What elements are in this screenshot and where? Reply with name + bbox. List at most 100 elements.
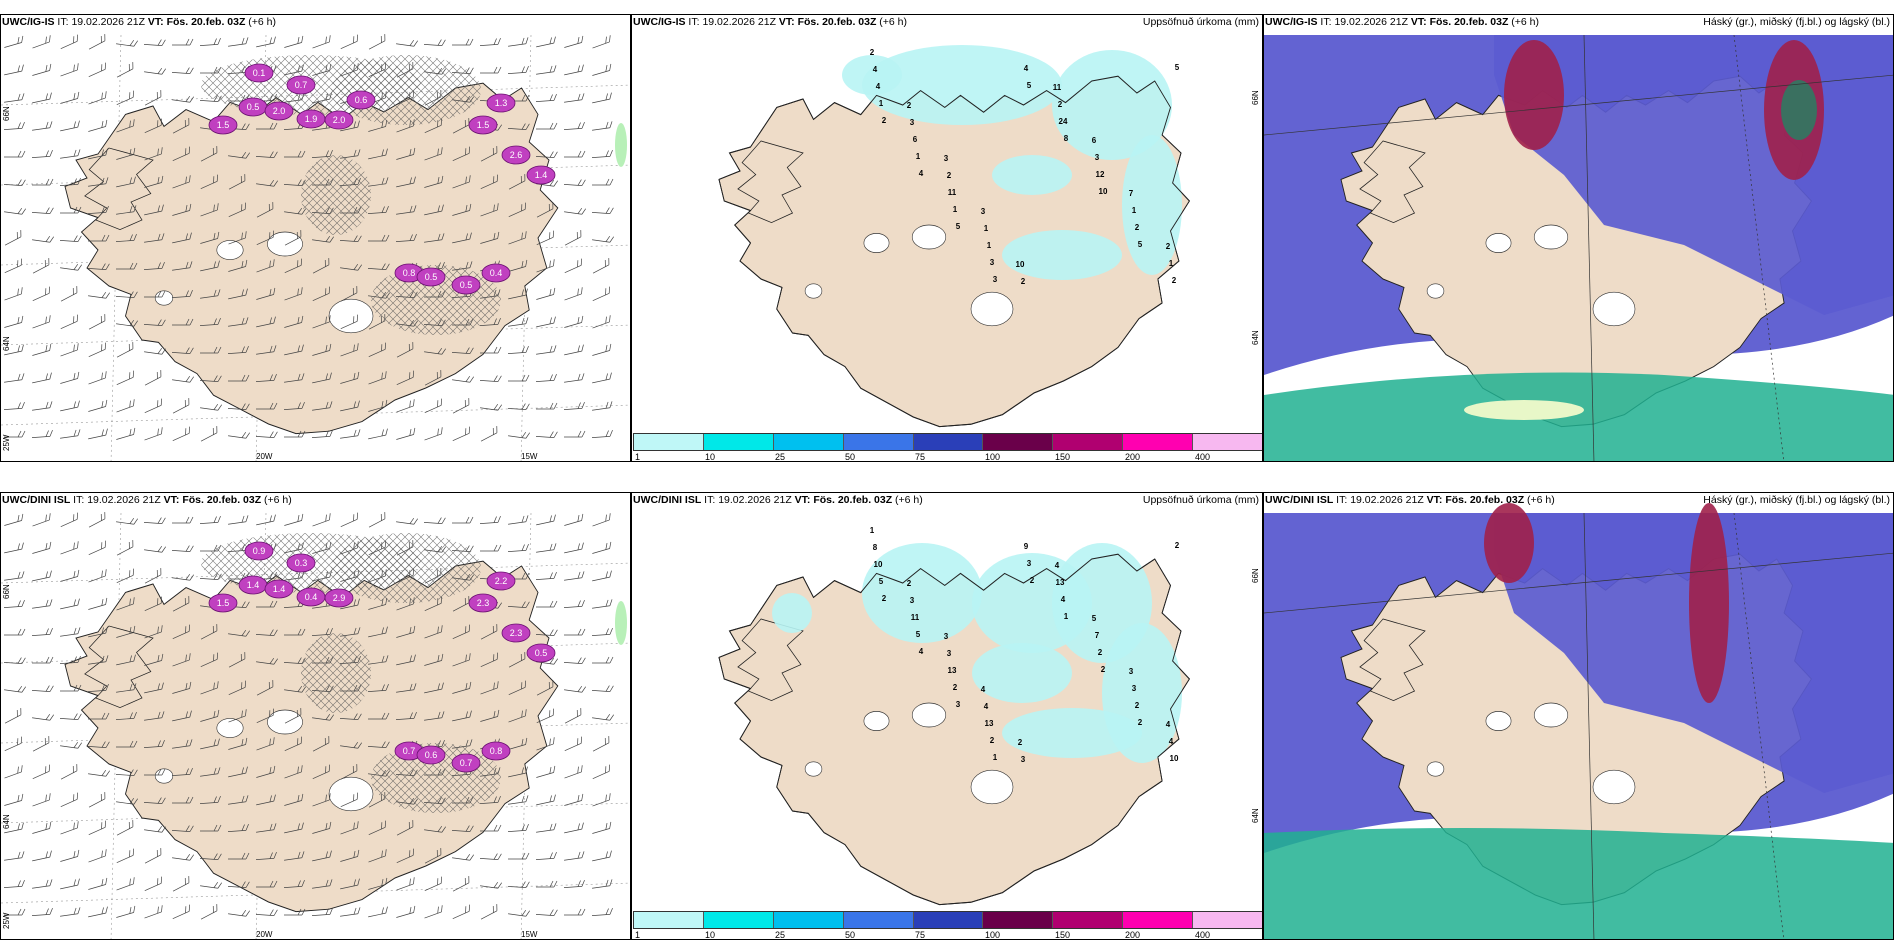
wind-barb-icon xyxy=(508,766,528,778)
barb-shaft xyxy=(88,406,106,412)
barb-shaft xyxy=(452,716,470,722)
barb-feather xyxy=(605,514,607,522)
wind-barb-icon xyxy=(255,431,278,438)
barb-shaft xyxy=(116,434,134,440)
barb-shaft xyxy=(283,128,303,130)
barb-feather xyxy=(581,122,585,129)
wind-barb-icon xyxy=(228,909,251,917)
barb-feather xyxy=(160,118,162,126)
wind-barb-icon xyxy=(88,906,108,918)
barb-feather xyxy=(609,401,613,408)
barb-shaft xyxy=(32,548,50,554)
barb-shaft xyxy=(88,40,106,50)
barb-feather xyxy=(356,34,358,42)
barb-shaft xyxy=(284,743,302,751)
wind-map-dini[interactable]: 0.91.4 1.40.30.4 2.92.22.32.30.50.7 0.60.70… xyxy=(1,493,631,940)
colorbar-swatch xyxy=(913,912,984,928)
precip-value-label: 1.4 xyxy=(273,584,286,594)
barb-shaft xyxy=(144,660,162,666)
wind-barb-icon xyxy=(424,825,447,833)
barb-feather xyxy=(413,234,417,241)
barb-feather xyxy=(324,737,326,745)
barb-shaft xyxy=(368,434,386,440)
precip-value-label: 10 xyxy=(1170,754,1179,763)
wind-barb-icon xyxy=(144,147,163,161)
barb-feather xyxy=(73,36,75,43)
barb-feather xyxy=(297,823,300,831)
barb-shaft xyxy=(88,126,106,132)
barb-feather xyxy=(157,120,159,127)
barb-feather xyxy=(133,40,139,47)
wind-barb-icon xyxy=(508,374,530,382)
wind-barb-icon xyxy=(424,653,444,666)
wind-map-ig[interactable]: 0.10.5 2.00.71.9 2.01.31.52.61.40.8 0.50.50… xyxy=(1,15,631,462)
barb-feather xyxy=(160,398,162,406)
barb-feather xyxy=(269,766,272,774)
barb-feather xyxy=(385,906,388,914)
barb-feather xyxy=(161,147,163,154)
barb-feather xyxy=(492,905,494,913)
wind-barb-icon xyxy=(116,427,136,440)
barb-feather xyxy=(101,741,106,748)
barb-shaft xyxy=(563,128,583,130)
barb-shaft xyxy=(284,857,302,861)
barb-feather xyxy=(157,233,161,241)
barb-feather xyxy=(357,429,361,436)
wind-barb-icon xyxy=(32,401,53,411)
barb-feather xyxy=(272,708,274,716)
wind-barb-icon xyxy=(508,317,529,327)
barb-feather xyxy=(73,627,77,635)
barb-feather xyxy=(437,683,440,691)
barb-feather xyxy=(577,36,580,44)
barb-feather xyxy=(129,319,135,326)
precip-value-label: 3 xyxy=(910,118,915,127)
barb-shaft xyxy=(32,293,50,301)
wind-barb-icon xyxy=(116,597,135,611)
wind-barb-icon xyxy=(340,598,360,610)
colorbar-tick-label: 100 xyxy=(985,930,1001,940)
cloud-map-dini[interactable] xyxy=(1264,493,1894,940)
precip-value-label: 4 xyxy=(981,685,986,694)
barb-feather xyxy=(385,712,390,720)
barb-feather xyxy=(21,628,26,636)
barb-shaft xyxy=(172,267,190,271)
barb-shaft xyxy=(592,378,610,384)
barb-shaft xyxy=(592,576,610,582)
graticule-line xyxy=(1264,552,1893,614)
barb-shaft xyxy=(200,773,218,777)
colorbar-swatch xyxy=(843,434,914,450)
barb-shaft xyxy=(144,182,162,188)
barb-shaft xyxy=(32,771,50,779)
barb-feather xyxy=(156,849,158,857)
wind-barb-icon xyxy=(507,403,530,410)
wind-barb-icon xyxy=(564,851,585,861)
colorbar-tick-label: 1 xyxy=(635,452,641,462)
barb-feather xyxy=(213,881,219,888)
barb-shaft xyxy=(200,716,218,722)
barb-feather xyxy=(497,203,499,210)
wind-barb-icon xyxy=(200,426,218,442)
precip-value-label: 12 xyxy=(1096,170,1105,179)
barb-feather xyxy=(409,683,413,691)
lat-label: 25W xyxy=(2,434,11,451)
barb-feather xyxy=(413,399,415,406)
barb-feather xyxy=(161,290,166,298)
wind-barb-icon xyxy=(592,286,610,301)
barb-shaft xyxy=(116,883,134,891)
barb-feather xyxy=(45,36,47,44)
barb-feather xyxy=(520,175,522,183)
barb-feather xyxy=(381,206,385,213)
barb-feather xyxy=(269,232,271,239)
barb-shaft xyxy=(424,239,442,243)
barb-shaft xyxy=(396,689,414,693)
barb-shaft xyxy=(143,746,163,748)
precip-blob xyxy=(264,101,294,121)
barb-feather xyxy=(17,571,21,579)
wind-barb-icon xyxy=(200,346,222,354)
barb-feather xyxy=(77,598,80,606)
precip-map-ig[interactable]: 2233101167243212231146111424122211135810… xyxy=(632,15,1263,462)
barb-shaft xyxy=(88,349,106,357)
precip-map-dini[interactable]: 1234245348334313734101113139422105522312… xyxy=(632,493,1263,940)
barb-shaft xyxy=(4,265,22,273)
cloud-map-ig[interactable] xyxy=(1264,15,1894,462)
